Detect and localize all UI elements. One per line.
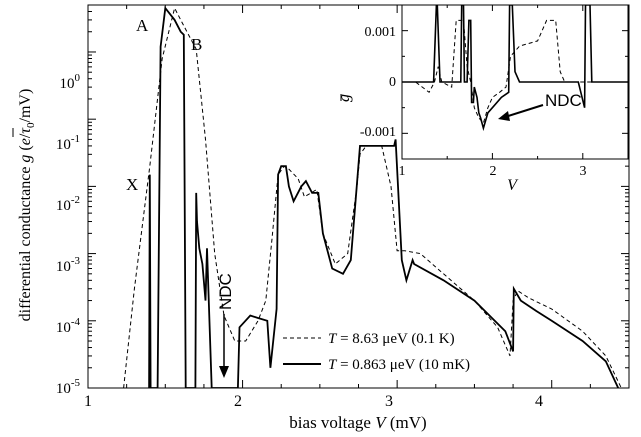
inset-ndc-arrow-head — [498, 111, 510, 121]
inset-ticks-group — [401, 4, 629, 160]
inset-plot: 0.001 0 -0.001 1 2 3 V g NDC — [336, 4, 629, 194]
label-NDC-main: NDC — [216, 273, 235, 310]
legend-label-dashed: T = 8.63 μeV (0.1 K) — [328, 331, 455, 347]
main-ticks-group — [87, 4, 630, 389]
x-tick-label-4: 4 — [535, 393, 543, 410]
y-tick-label-1e0: 100 — [60, 72, 81, 92]
inset-ndc-arrow-shaft — [504, 104, 544, 118]
label-A: A — [136, 16, 149, 35]
x-axis-label: bias voltage V (mV) — [289, 413, 426, 432]
y-tick-label-1e-4: 10-4 — [56, 316, 81, 336]
y-tick-label-1e-2: 10-2 — [56, 194, 80, 214]
label-X: X — [126, 175, 138, 194]
ndc-arrow-head — [219, 366, 229, 378]
y-axis-label: differential conductance g (e/τ0/mV) — [17, 89, 37, 322]
label-NDC-inset: NDC — [545, 91, 582, 110]
x-tick-label-1: 1 — [84, 393, 92, 410]
series-line-solid-10mK — [148, 5, 620, 388]
main-plot: 1 2 3 4 10-5 10-4 10-3 10-2 10-1 100 bia… — [12, 4, 630, 432]
inset-x-tick-label-3: 3 — [580, 164, 587, 179]
main-series-group — [123, 5, 622, 388]
inset-x-tick-label-2: 2 — [490, 164, 497, 179]
inset-series-line-solid — [402, 5, 628, 132]
legend-label-solid: T = 0.863 μeV (10 mK) — [328, 357, 470, 373]
label-B: B — [191, 35, 202, 54]
legend: T = 8.63 μeV (0.1 K) T = 0.863 μeV (10 m… — [283, 331, 470, 373]
inset-series-group — [402, 5, 628, 132]
inset-x-tick-label-1: 1 — [399, 164, 406, 179]
y-tick-label-1e-3: 10-3 — [56, 255, 81, 275]
inset-y-tick-label-neg: -0.001 — [360, 125, 396, 140]
inset-y-axis-label: g — [336, 94, 353, 102]
inset-y-tick-label-pos: 0.001 — [365, 25, 397, 40]
x-tick-label-3: 3 — [385, 393, 393, 410]
y-tick-label-1e-1: 10-1 — [56, 133, 80, 153]
y-tick-label-1e-5: 10-5 — [56, 377, 81, 397]
x-tick-label-2: 2 — [234, 393, 242, 410]
inset-x-axis-label: V — [507, 177, 519, 194]
inset-y-tick-label-zero: 0 — [389, 75, 396, 90]
